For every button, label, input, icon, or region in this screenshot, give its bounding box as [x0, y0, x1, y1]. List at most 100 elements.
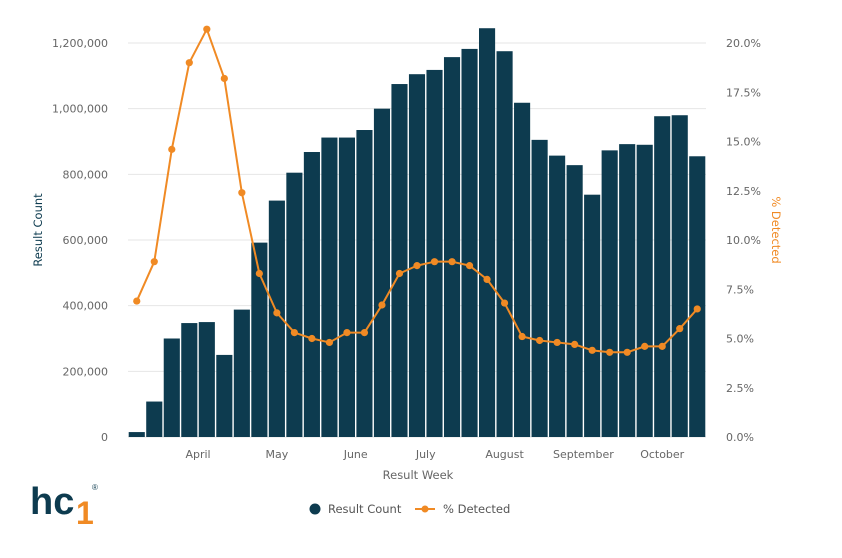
- bar-result-count[interactable]: [181, 323, 198, 437]
- bar-result-count[interactable]: [461, 48, 478, 437]
- bar-result-count[interactable]: [198, 322, 215, 437]
- left-tick-label: 1,200,000: [52, 37, 108, 50]
- legend-result-count-marker: [309, 503, 321, 515]
- point-percent-detected[interactable]: [518, 332, 526, 341]
- point-percent-detected[interactable]: [500, 299, 509, 307]
- point-percent-detected[interactable]: [290, 328, 298, 337]
- right-tick-label: 10.0%: [726, 234, 761, 247]
- bar-result-count[interactable]: [251, 242, 268, 437]
- bar-result-count[interactable]: [356, 130, 373, 437]
- point-percent-detected[interactable]: [536, 336, 544, 345]
- bar-result-count[interactable]: [443, 57, 461, 437]
- point-percent-detected[interactable]: [693, 305, 701, 313]
- x-axis-month-labels: April May June July August September October: [185, 448, 684, 461]
- point-percent-detected[interactable]: [168, 145, 176, 153]
- bar-result-count[interactable]: [654, 116, 671, 438]
- bar-series-result-count: [128, 28, 706, 438]
- left-axis-title: Result Count: [31, 193, 45, 267]
- logo-registered-mark: ®: [92, 483, 98, 492]
- point-percent-detected[interactable]: [133, 297, 141, 305]
- point-percent-detected[interactable]: [238, 189, 246, 197]
- left-tick-label: 600,000: [63, 234, 109, 247]
- legend-result-count-label: Result Count: [328, 502, 402, 516]
- point-percent-detected[interactable]: [606, 348, 614, 356]
- bar-result-count[interactable]: [531, 139, 548, 437]
- bar-result-count[interactable]: [584, 194, 601, 437]
- bar-result-count[interactable]: [619, 144, 636, 438]
- bar-result-count[interactable]: [338, 137, 355, 437]
- point-percent-detected[interactable]: [641, 342, 649, 350]
- point-percent-detected[interactable]: [483, 275, 491, 283]
- point-percent-detected[interactable]: [273, 309, 281, 317]
- legend-item-percent-detected[interactable]: % Detected: [415, 502, 510, 516]
- point-percent-detected[interactable]: [465, 262, 474, 270]
- right-tick-label: 0.0%: [726, 431, 754, 444]
- x-tick-label: April: [185, 448, 210, 461]
- legend[interactable]: Result Count % Detected: [309, 502, 511, 516]
- bar-result-count[interactable]: [601, 150, 618, 438]
- legend-percent-detected-label: % Detected: [443, 502, 510, 516]
- bar-result-count[interactable]: [549, 155, 566, 437]
- left-tick-label: 200,000: [63, 365, 109, 378]
- right-tick-label: 2.5%: [726, 382, 754, 395]
- x-tick-label: September: [553, 448, 614, 461]
- bar-result-count[interactable]: [373, 108, 391, 438]
- point-percent-detected[interactable]: [185, 59, 193, 67]
- bar-result-count[interactable]: [514, 102, 531, 438]
- bar-result-count[interactable]: [636, 144, 653, 438]
- point-percent-detected[interactable]: [413, 262, 421, 270]
- bar-result-count[interactable]: [566, 165, 583, 437]
- bar-result-count[interactable]: [426, 69, 443, 437]
- point-percent-detected[interactable]: [430, 258, 439, 266]
- point-percent-detected[interactable]: [325, 338, 334, 347]
- right-tick-label: 15.0%: [726, 136, 761, 149]
- point-percent-detected[interactable]: [623, 348, 631, 356]
- bar-result-count[interactable]: [689, 156, 706, 437]
- x-tick-label: June: [343, 448, 368, 461]
- point-percent-detected[interactable]: [308, 334, 316, 343]
- right-tick-label: 17.5%: [726, 86, 761, 99]
- point-percent-detected[interactable]: [378, 301, 386, 309]
- logo-main-text: hc: [30, 481, 74, 523]
- left-axis-ticks: 0 200,000 400,000 600,000 800,000 1,000,000 1,…: [52, 37, 108, 444]
- bar-result-count[interactable]: [233, 309, 250, 437]
- bar-result-count[interactable]: [479, 28, 496, 437]
- point-percent-detected[interactable]: [203, 25, 211, 33]
- right-tick-label: 12.5%: [726, 185, 761, 198]
- point-percent-detected[interactable]: [150, 258, 158, 266]
- point-percent-detected[interactable]: [220, 74, 228, 83]
- left-tick-label: 0: [101, 431, 108, 444]
- x-tick-label: August: [485, 448, 524, 461]
- point-percent-detected[interactable]: [360, 328, 369, 337]
- bar-result-count[interactable]: [128, 432, 145, 437]
- right-tick-label: 7.5%: [726, 283, 754, 296]
- bar-result-count[interactable]: [303, 152, 320, 438]
- bar-result-count[interactable]: [391, 84, 408, 438]
- bar-result-count[interactable]: [146, 401, 163, 437]
- bar-result-count[interactable]: [216, 354, 233, 437]
- bar-result-count[interactable]: [321, 137, 338, 437]
- bar-result-count[interactable]: [496, 51, 513, 437]
- point-percent-detected[interactable]: [553, 338, 561, 347]
- right-axis-ticks: 0.0% 2.5% 5.0% 7.5% 10.0% 12.5% 15.0% 17.5% 20.0…: [726, 37, 761, 444]
- bar-result-count[interactable]: [286, 172, 303, 438]
- bar-result-count[interactable]: [408, 74, 426, 438]
- left-tick-label: 800,000: [63, 168, 109, 181]
- left-tick-label: 1,000,000: [52, 103, 108, 116]
- point-percent-detected[interactable]: [448, 258, 456, 266]
- x-tick-label: May: [266, 448, 289, 461]
- point-percent-detected[interactable]: [343, 328, 351, 337]
- point-percent-detected[interactable]: [676, 325, 684, 333]
- point-percent-detected[interactable]: [588, 346, 596, 354]
- point-percent-detected[interactable]: [255, 269, 263, 278]
- point-percent-detected[interactable]: [658, 342, 666, 350]
- legend-item-result-count[interactable]: Result Count: [309, 502, 402, 516]
- bar-result-count[interactable]: [163, 338, 180, 438]
- right-axis-title: % Detected: [769, 196, 783, 263]
- bar-result-count[interactable]: [671, 115, 688, 437]
- bar-result-count[interactable]: [268, 200, 285, 437]
- point-percent-detected[interactable]: [395, 269, 404, 278]
- logo-accent-text: 1: [76, 495, 94, 530]
- point-percent-detected[interactable]: [571, 340, 579, 349]
